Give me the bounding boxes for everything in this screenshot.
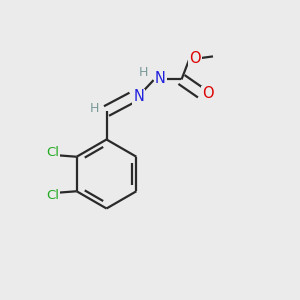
Text: Cl: Cl bbox=[46, 146, 59, 159]
Text: H: H bbox=[90, 102, 99, 115]
Text: O: O bbox=[202, 86, 213, 101]
Text: N: N bbox=[155, 71, 166, 86]
Text: H: H bbox=[138, 66, 148, 80]
Text: Cl: Cl bbox=[46, 189, 59, 202]
Text: O: O bbox=[189, 51, 201, 66]
Text: N: N bbox=[133, 89, 144, 104]
